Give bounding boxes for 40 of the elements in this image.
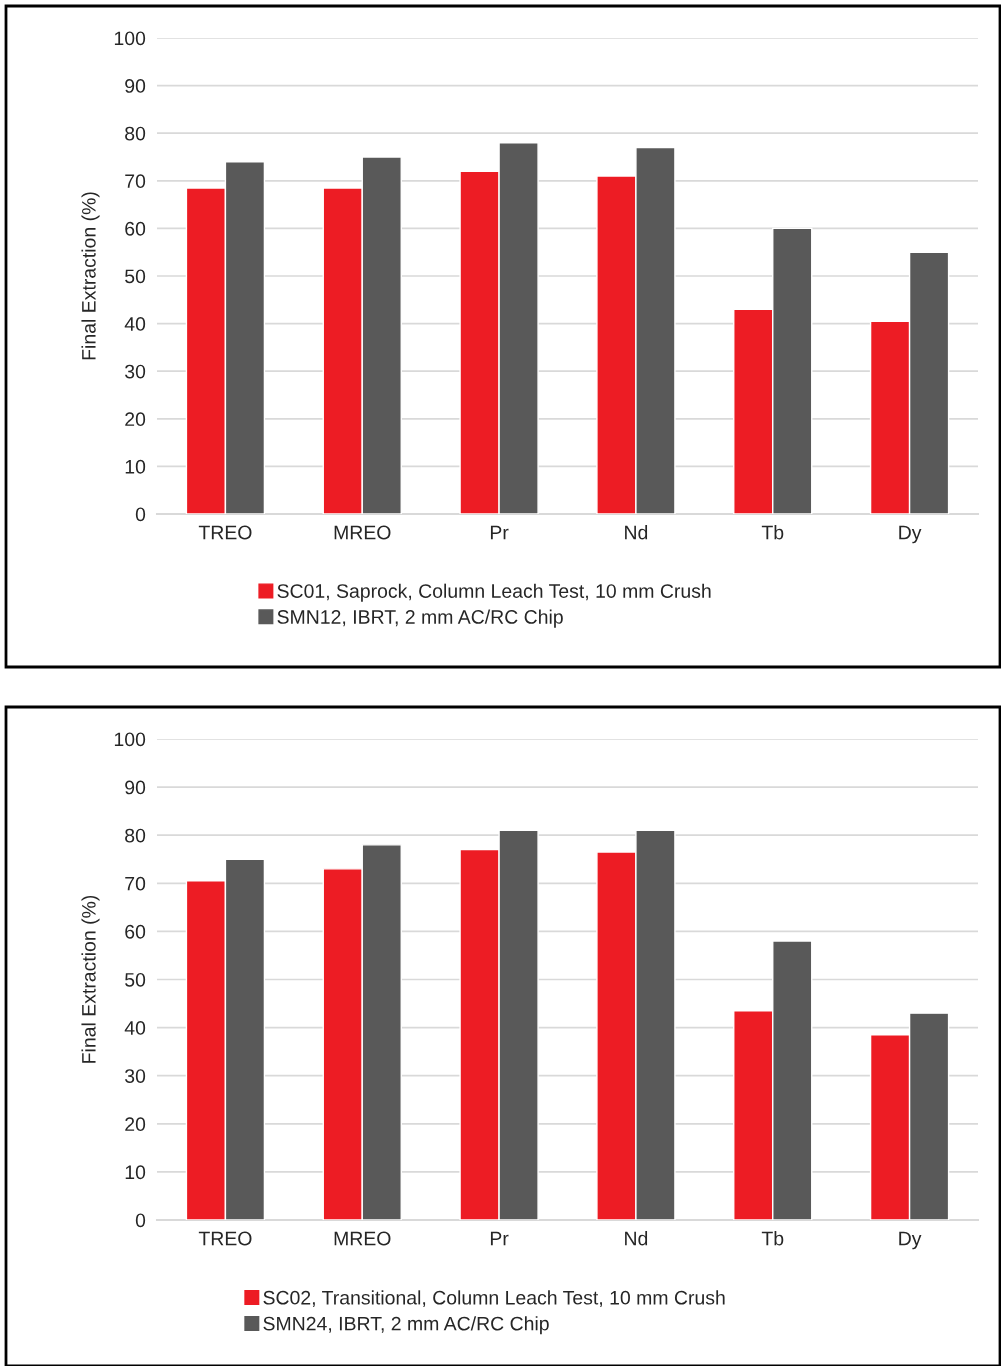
y-tick-label: 30: [125, 364, 146, 379]
y-tick-label: 100: [114, 732, 146, 747]
x-tick-label: TREO: [198, 525, 252, 540]
y-tick-label: 60: [125, 924, 146, 939]
y-tick-label: 20: [125, 412, 146, 427]
legend-label: SMN24, IBRT, 2 mm AC/RC Chip: [263, 1316, 549, 1335]
y-tick-label: 100: [114, 31, 146, 46]
y-tick-label: 0: [135, 507, 146, 522]
x-tick-label: TREO: [198, 1231, 252, 1246]
x-tick-label: MREO: [334, 525, 391, 540]
x-tick-label: Nd: [625, 1231, 648, 1246]
x-tick-label: Pr: [490, 1231, 509, 1246]
legend-label: SC01, Saprock, Column Leach Test, 10 mm Crush: [277, 583, 711, 602]
y-axis-title: Final Extraction (%): [81, 192, 100, 360]
y-tick-label: 80: [125, 126, 146, 141]
y-tick-label: 10: [125, 459, 146, 474]
x-tick-label: Dy: [899, 525, 922, 544]
y-tick-label: 40: [124, 317, 146, 331]
x-tick-label: Nd: [625, 525, 648, 540]
x-tick-label: Dy: [899, 1231, 922, 1250]
x-tick-label: Tb: [761, 525, 784, 540]
legend-label: SC02, Transitional, Column Leach Test, 10 mm Crush: [263, 1290, 725, 1307]
y-tick-label: 60: [125, 221, 146, 236]
y-tick-label: 0: [135, 1213, 146, 1228]
y-axis-title: Final Extraction (%): [81, 895, 100, 1063]
y-tick-label: 10: [125, 1165, 146, 1180]
x-tick-label: Pr: [490, 525, 509, 540]
y-tick-label: 50: [125, 269, 146, 284]
x-tick-label: MREO: [334, 1231, 391, 1246]
legend-label: SMN12, IBRT, 2 mm AC/RC Chip: [277, 609, 563, 628]
y-tick-label: 70: [125, 174, 146, 189]
y-tick-label: 40: [124, 1021, 146, 1035]
y-tick-label: 70: [125, 876, 146, 891]
y-tick-label: 90: [125, 79, 146, 93]
x-tick-label: Tb: [761, 1231, 784, 1246]
y-tick-label: 50: [125, 972, 146, 987]
y-tick-label: 20: [125, 1117, 146, 1132]
y-tick-label: 90: [125, 780, 146, 795]
y-tick-label: 80: [125, 828, 146, 843]
y-tick-label: 30: [125, 1069, 146, 1083]
